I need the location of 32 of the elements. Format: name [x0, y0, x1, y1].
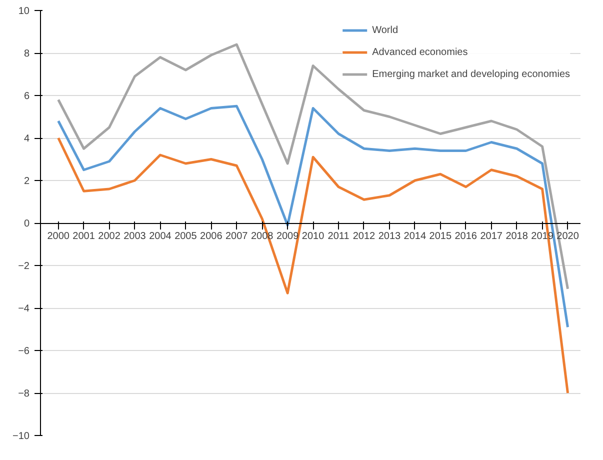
y-tick-label: −2 — [18, 261, 30, 272]
y-tick-label: 0 — [24, 218, 30, 230]
x-tick-label: 2015 — [429, 231, 452, 242]
x-tick-label: 2016 — [454, 231, 478, 242]
x-tick-label: 2013 — [378, 231, 402, 242]
y-tick-label: −8 — [18, 388, 30, 400]
x-tick-label: 2006 — [200, 231, 223, 242]
y-tick-label: −6 — [18, 346, 30, 357]
x-tick-label: 2017 — [480, 231, 503, 242]
legend-label: Advanced economies — [372, 46, 468, 58]
x-tick-label: 2000 — [47, 231, 70, 242]
x-tick-label: 2007 — [226, 231, 248, 242]
x-tick-label: 2005 — [174, 231, 198, 242]
x-tick-label: 2004 — [149, 231, 172, 242]
y-tick-label: 8 — [24, 48, 30, 60]
x-tick-label: 2003 — [124, 231, 146, 242]
x-tick-label: 2001 — [72, 231, 96, 242]
legend-label: Emerging market and developing economies — [372, 68, 570, 80]
x-tick-label: 2014 — [404, 231, 426, 242]
y-tick-label: −4 — [18, 304, 30, 314]
x-tick-label: 2002 — [98, 231, 121, 242]
y-tick-label: 10 — [18, 6, 30, 17]
x-tick-label: 2011 — [328, 231, 350, 242]
y-tick-label: 6 — [24, 91, 30, 102]
x-tick-label: 2020 — [556, 231, 580, 242]
x-tick-label: 2018 — [506, 231, 528, 242]
x-tick-label: 2012 — [352, 231, 376, 242]
legend-label: World — [372, 24, 398, 36]
y-tick-label: −10 — [12, 431, 30, 442]
x-tick-label: 2010 — [302, 231, 325, 242]
y-tick-label: 2 — [24, 176, 30, 187]
y-tick-label: 4 — [24, 134, 30, 144]
